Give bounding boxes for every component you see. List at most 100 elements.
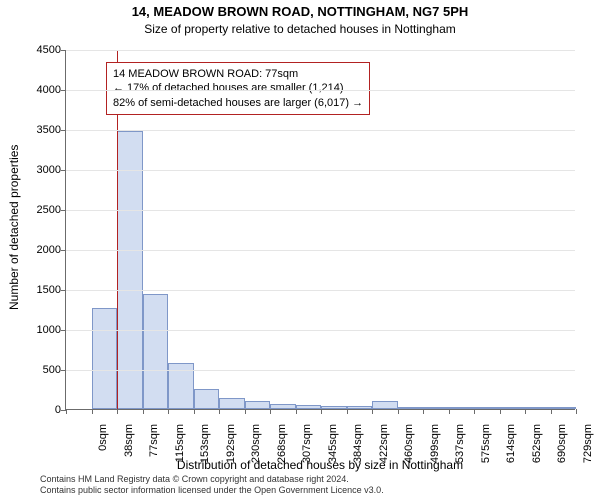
- ytick-mark: [61, 50, 66, 51]
- ytick-label: 4000: [16, 84, 61, 96]
- histogram-bar: [194, 389, 220, 409]
- histogram-bar: [270, 404, 296, 409]
- footnote: Contains HM Land Registry data © Crown c…: [40, 474, 384, 496]
- ytick-mark: [61, 290, 66, 291]
- annotation-line1: 14 MEADOW BROWN ROAD: 77sqm: [113, 67, 363, 81]
- xtick-mark: [423, 409, 424, 414]
- xtick-label: 384sqm: [352, 424, 364, 468]
- xtick-label: 38sqm: [123, 424, 135, 468]
- histogram-bar: [347, 406, 373, 409]
- xtick-mark: [270, 409, 271, 414]
- xtick-label: 345sqm: [327, 424, 339, 468]
- xtick-mark: [321, 409, 322, 414]
- gridline-h: [66, 90, 575, 91]
- xtick-mark: [92, 409, 93, 414]
- xtick-mark: [296, 409, 297, 414]
- ytick-label: 2500: [16, 204, 61, 216]
- xtick-mark: [117, 409, 118, 414]
- xtick-label: 115sqm: [174, 424, 186, 468]
- histogram-bar: [92, 308, 118, 409]
- xtick-mark: [372, 409, 373, 414]
- xtick-label: 153sqm: [199, 424, 211, 468]
- ytick-mark: [61, 330, 66, 331]
- ytick-label: 0: [16, 404, 61, 416]
- gridline-h: [66, 250, 575, 251]
- gridline-h: [66, 210, 575, 211]
- footnote-line2: Contains public sector information licen…: [40, 485, 384, 496]
- xtick-label: 307sqm: [301, 424, 313, 468]
- xtick-mark: [66, 409, 67, 414]
- xtick-label: 499sqm: [429, 424, 441, 468]
- xtick-label: 729sqm: [582, 424, 594, 468]
- xtick-mark: [449, 409, 450, 414]
- xtick-label: 690sqm: [556, 424, 568, 468]
- gridline-h: [66, 170, 575, 171]
- ytick-label: 3500: [16, 124, 61, 136]
- xtick-mark: [347, 409, 348, 414]
- xtick-mark: [194, 409, 195, 414]
- gridline-h: [66, 370, 575, 371]
- footnote-line1: Contains HM Land Registry data © Crown c…: [40, 474, 384, 485]
- xtick-label: 230sqm: [250, 424, 262, 468]
- histogram-bar: [219, 398, 245, 409]
- xtick-mark: [219, 409, 220, 414]
- ytick-label: 3000: [16, 164, 61, 176]
- histogram-bar: [117, 131, 143, 409]
- gridline-h: [66, 290, 575, 291]
- chart-title-line1: 14, MEADOW BROWN ROAD, NOTTINGHAM, NG7 5…: [0, 4, 600, 19]
- gridline-h: [66, 330, 575, 331]
- xtick-mark: [551, 409, 552, 414]
- annotation-box: 14 MEADOW BROWN ROAD: 77sqm ← 17% of det…: [106, 62, 370, 115]
- xtick-label: 268sqm: [276, 424, 288, 468]
- ytick-label: 2000: [16, 244, 61, 256]
- chart-title-line2: Size of property relative to detached ho…: [0, 22, 600, 36]
- xtick-label: 422sqm: [378, 424, 390, 468]
- histogram-bar: [321, 406, 347, 409]
- histogram-bar: [500, 407, 526, 409]
- yaxis-title: Number of detached properties: [7, 145, 21, 310]
- histogram-bar: [296, 405, 322, 409]
- xtick-label: 575sqm: [480, 424, 492, 468]
- xtick-label: 537sqm: [454, 424, 466, 468]
- xtick-mark: [143, 409, 144, 414]
- ytick-label: 4500: [16, 44, 61, 56]
- plot-area: 14 MEADOW BROWN ROAD: 77sqm ← 17% of det…: [65, 50, 575, 410]
- gridline-h: [66, 130, 575, 131]
- chart-container: 14, MEADOW BROWN ROAD, NOTTINGHAM, NG7 5…: [0, 0, 600, 500]
- xtick-label: 77sqm: [148, 424, 160, 468]
- xtick-mark: [500, 409, 501, 414]
- ytick-mark: [61, 370, 66, 371]
- ytick-mark: [61, 130, 66, 131]
- xaxis-title: Distribution of detached houses by size …: [65, 458, 575, 472]
- xtick-mark: [576, 409, 577, 414]
- xtick-mark: [474, 409, 475, 414]
- histogram-bar: [143, 294, 169, 409]
- xtick-mark: [398, 409, 399, 414]
- gridline-h: [66, 50, 575, 51]
- histogram-bar: [474, 407, 500, 409]
- ytick-mark: [61, 90, 66, 91]
- histogram-bar: [449, 407, 475, 409]
- xtick-label: 0sqm: [97, 424, 109, 468]
- ytick-mark: [61, 210, 66, 211]
- ytick-mark: [61, 250, 66, 251]
- histogram-bar: [398, 407, 424, 409]
- ytick-label: 1000: [16, 324, 61, 336]
- xtick-label: 192sqm: [225, 424, 237, 468]
- xtick-mark: [525, 409, 526, 414]
- histogram-bar: [525, 407, 551, 409]
- xtick-mark: [245, 409, 246, 414]
- ytick-mark: [61, 170, 66, 171]
- xtick-label: 614sqm: [505, 424, 517, 468]
- xtick-label: 652sqm: [531, 424, 543, 468]
- histogram-bar: [245, 401, 271, 409]
- annotation-line3: 82% of semi-detached houses are larger (…: [113, 96, 363, 110]
- xtick-label: 460sqm: [403, 424, 415, 468]
- histogram-bar: [423, 407, 449, 409]
- ytick-label: 1500: [16, 284, 61, 296]
- ytick-label: 500: [16, 364, 61, 376]
- histogram-bar: [551, 407, 577, 409]
- histogram-bar: [372, 401, 398, 409]
- annotation-line2: ← 17% of detached houses are smaller (1,…: [113, 81, 363, 95]
- xtick-mark: [168, 409, 169, 414]
